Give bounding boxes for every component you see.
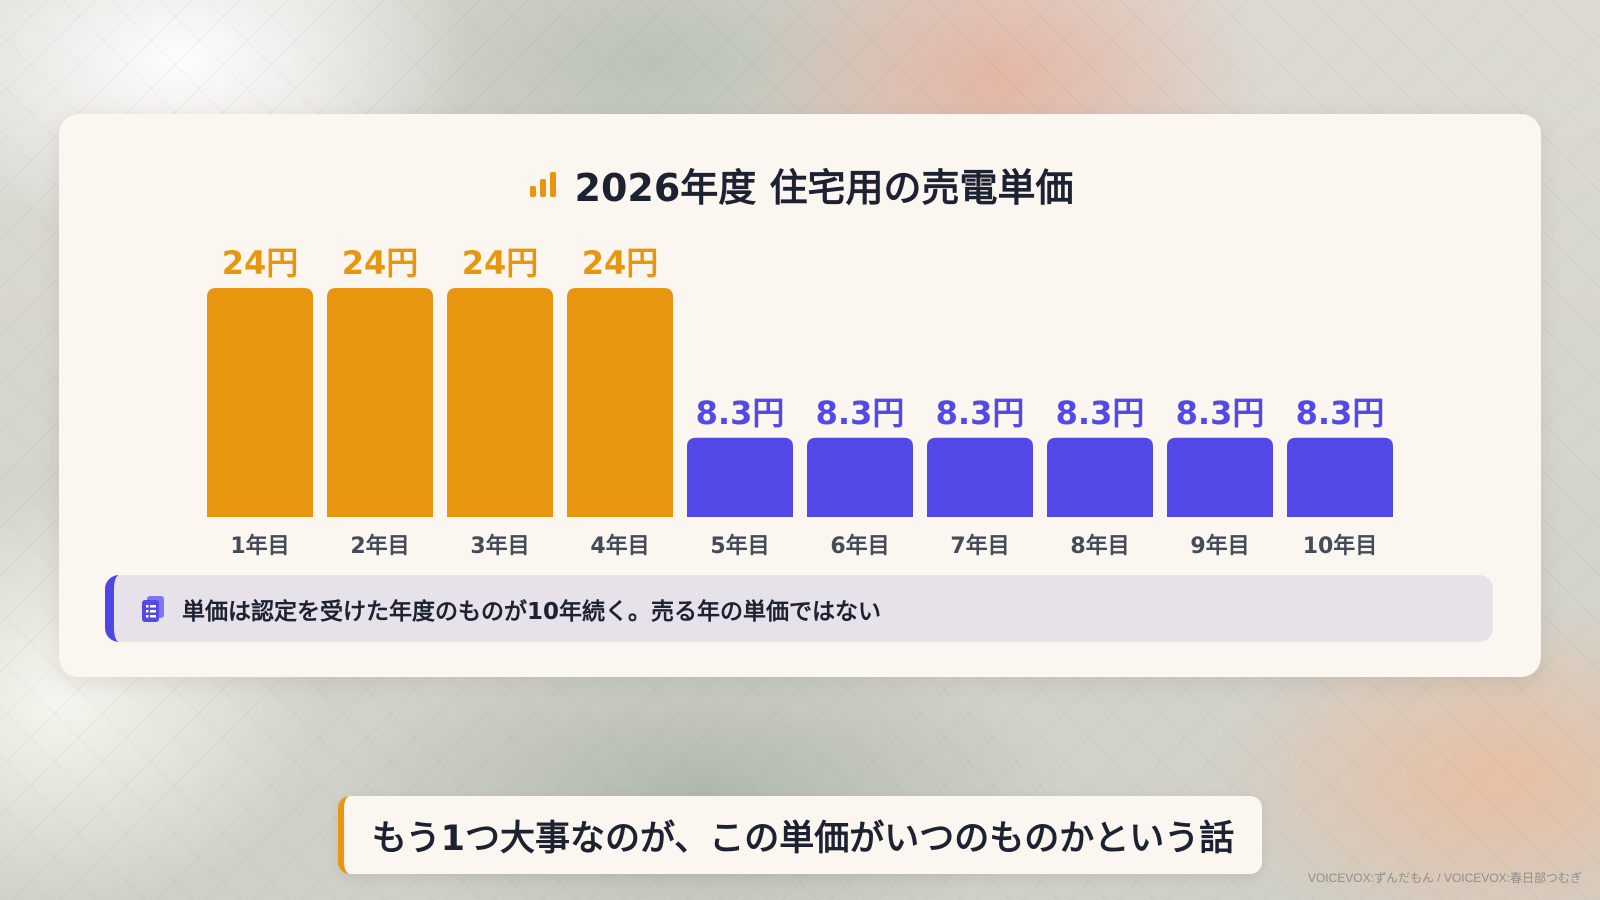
- bar-value-label: 8.3円: [1296, 394, 1385, 432]
- chart-card: 2026年度 住宅用の売電単価 24円 1年目 24円 2年目 24円 3年目 24円 4年目…: [59, 114, 1541, 677]
- voice-credit: VOICEVOX:ずんだもん / VOICEVOX:春日部つむぎ: [1307, 871, 1582, 885]
- callout-text: 単価は認定を受けた年度のものが10年続く。売る年の単価ではない: [182, 598, 882, 625]
- bar: [207, 288, 313, 517]
- bar: [447, 288, 553, 517]
- category-label: 4年目: [590, 533, 649, 559]
- bar-value-label: 8.3円: [816, 394, 905, 432]
- bar: [1167, 437, 1273, 517]
- bar-chart: 24円 1年目 24円 2年目 24円 3年目 24円 4年目 8.3円 5年目 8.3円 6年目 8.…: [207, 244, 1393, 559]
- category-label: 6年目: [830, 533, 889, 559]
- bar: [1287, 437, 1393, 517]
- bar-chart-icon: [529, 172, 556, 197]
- note-callout: 単価は認定を受けた年度のものが10年続く。売る年の単価ではない: [105, 575, 1493, 642]
- chart-title: 2026年度 住宅用の売電単価: [574, 165, 1074, 210]
- category-label: 5年目: [710, 533, 769, 559]
- bar: [1047, 437, 1153, 517]
- subtitle-caption: もう1つ大事なのが、この単価がいつのものかという話: [338, 796, 1262, 874]
- category-label: 3年目: [470, 533, 529, 559]
- bar: [567, 288, 673, 517]
- bar-value-label: 8.3円: [936, 394, 1025, 432]
- category-label: 2年目: [350, 533, 409, 559]
- subtitle-text: もう1つ大事なのが、この単価がいつのものかという話: [371, 818, 1235, 859]
- bar-value-label: 8.3円: [1176, 394, 1265, 432]
- bar: [327, 288, 433, 517]
- category-label: 7年目: [950, 533, 1009, 559]
- category-label: 9年目: [1190, 533, 1249, 559]
- bar-value-label: 8.3円: [1056, 394, 1145, 432]
- bar-value-label: 24円: [222, 244, 299, 282]
- bar-value-label: 24円: [462, 244, 539, 282]
- bar-value-label: 24円: [582, 244, 659, 282]
- title-row: 2026年度 住宅用の売電単価: [59, 154, 1541, 214]
- bar: [807, 437, 913, 517]
- clipboard-icon: [142, 595, 164, 622]
- bar-value-label: 8.3円: [696, 394, 785, 432]
- bar-value-label: 24円: [342, 244, 419, 282]
- category-label: 8年目: [1070, 533, 1129, 559]
- bar: [687, 437, 793, 517]
- category-label: 1年目: [230, 533, 289, 559]
- bar: [927, 437, 1033, 517]
- category-label: 10年目: [1303, 533, 1378, 559]
